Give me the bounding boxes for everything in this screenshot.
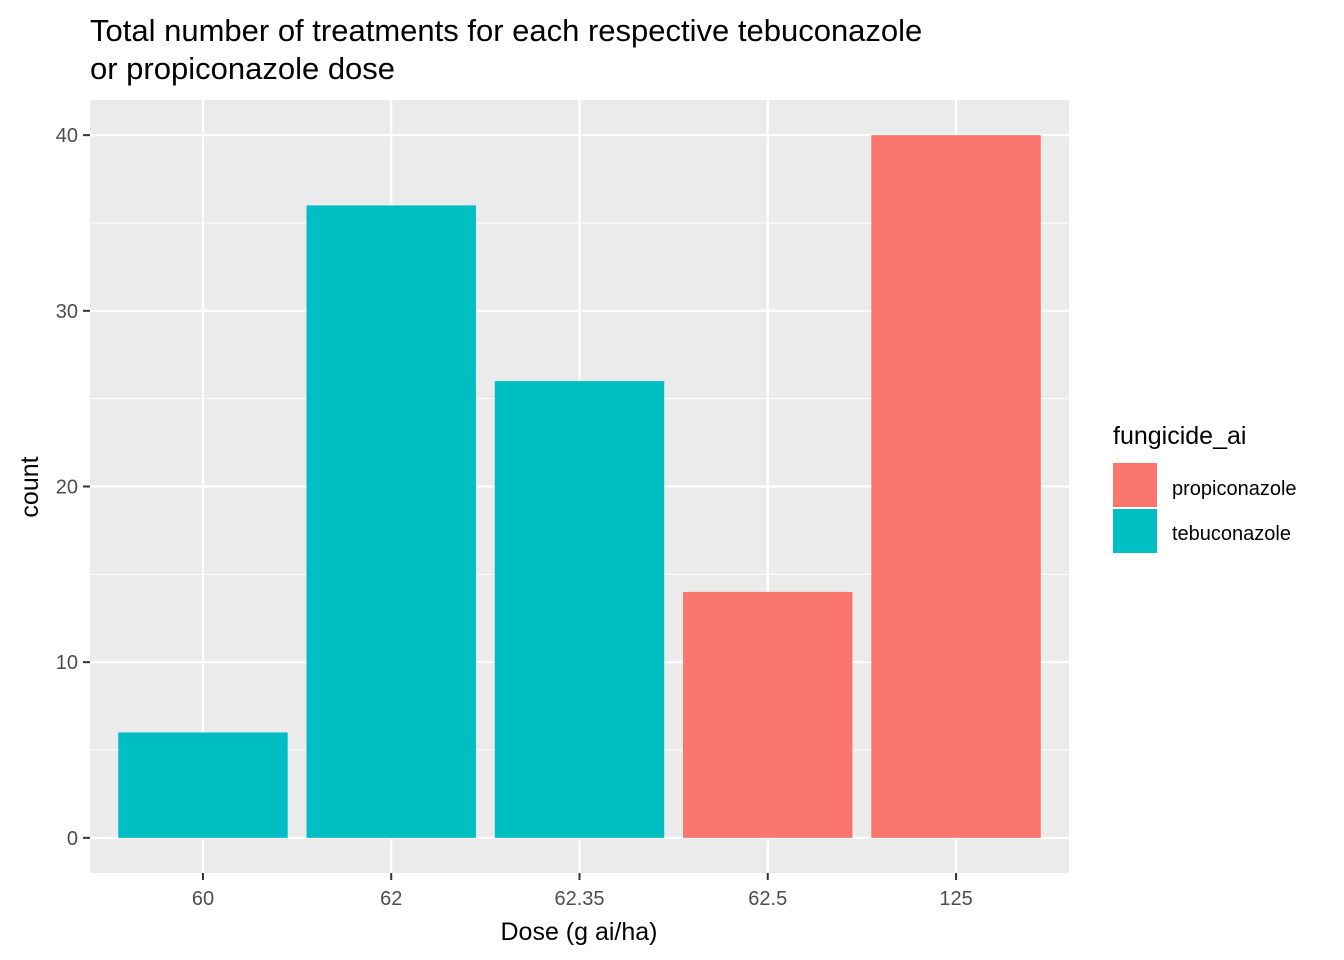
y-tick-label: 40	[56, 125, 78, 147]
chart-title: Total number of treatments for each resp…	[90, 13, 922, 86]
x-axis-title: Dose (g ai/ha)	[500, 918, 657, 946]
chart-title-line-1: Total number of treatments for each resp…	[90, 13, 922, 48]
bar-60	[118, 732, 288, 838]
y-tick-label: 0	[67, 828, 78, 850]
x-tick-label: 125	[939, 888, 972, 910]
x-axis: 60 62 62.35 62.5 125	[192, 873, 973, 910]
bar-62	[306, 205, 476, 838]
bar-62-5	[683, 591, 853, 838]
legend-key-tebuconazole	[1113, 509, 1157, 553]
y-tick-label: 10	[56, 652, 78, 674]
y-tick-label: 30	[56, 301, 78, 323]
y-axis: 0 10 20 30 40	[56, 125, 90, 850]
legend-title: fungicide_ai	[1113, 422, 1246, 450]
chart-title-line-2: or propiconazole dose	[90, 51, 395, 86]
y-axis-title: count	[16, 456, 44, 517]
y-tick-label: 20	[56, 477, 78, 499]
bar-62-35	[494, 381, 665, 838]
legend-key-propiconazole	[1113, 463, 1157, 507]
x-tick-label: 62.5	[748, 888, 787, 910]
legend-label-propiconazole: propiconazole	[1172, 478, 1297, 500]
x-tick-label: 60	[192, 888, 214, 910]
x-tick-label: 62.35	[554, 888, 604, 910]
x-tick-label: 62	[380, 888, 402, 910]
bars	[118, 135, 1041, 838]
legend: fungicide_ai propiconazole tebuconazole	[1113, 422, 1297, 553]
bar-125	[871, 135, 1041, 838]
legend-label-tebuconazole: tebuconazole	[1172, 523, 1291, 545]
